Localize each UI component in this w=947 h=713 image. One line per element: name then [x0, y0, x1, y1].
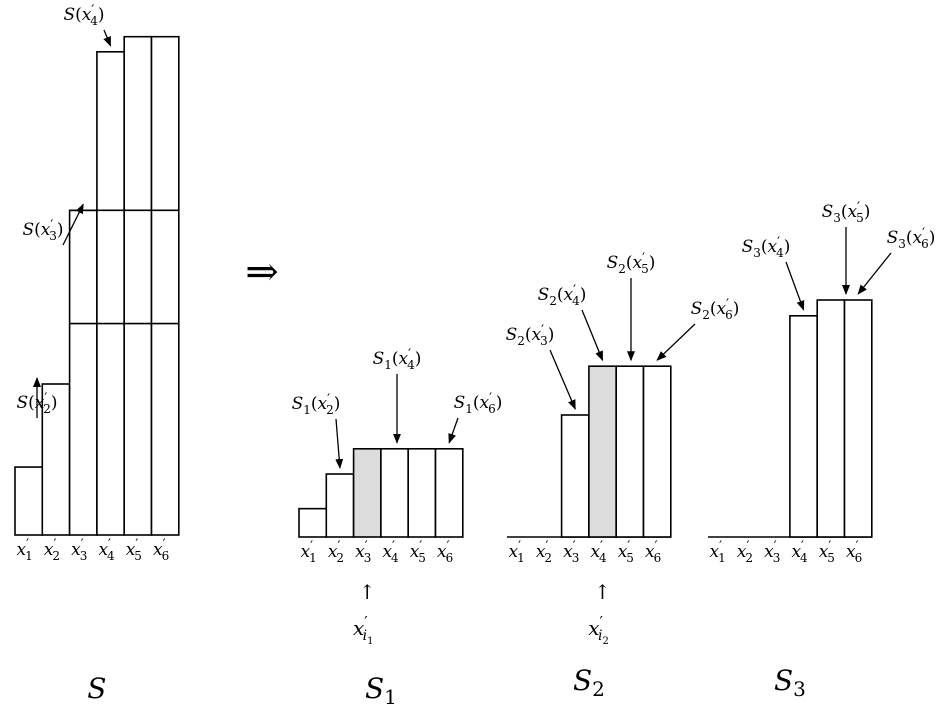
bar-S1-x1	[298, 507, 328, 538]
implies-arrow: ⇒	[245, 249, 279, 295]
bar-S-x2	[41, 383, 71, 536]
tick-label-S3-x5: x′ 5	[819, 539, 835, 565]
annotation-arrow-S-x3	[62, 203, 84, 246]
tick-label-S1-x6: x′ 6	[437, 539, 453, 565]
bar-S-x5	[123, 35, 153, 536]
caption-S: S	[87, 672, 106, 705]
annotation-arrow-S1-x6	[448, 417, 459, 444]
annotation-arrow-S-x4	[103, 29, 112, 47]
annotation-arrow-S3-x6	[857, 252, 892, 295]
bar-S3-x4	[789, 314, 819, 538]
bar-S2-x6	[642, 365, 672, 538]
tick-label-S-x6: x′ 6	[153, 537, 169, 563]
bar-S2-x3	[560, 414, 590, 538]
tick-label-S-x3: x′ 3	[71, 537, 87, 563]
tick-label-S1-x5: x′ 5	[410, 539, 426, 565]
annotation-S3-x6: S3(x′ 6)	[887, 226, 936, 251]
bar-S1-x6	[434, 447, 464, 538]
annotation-arrow-S1-x2	[335, 418, 344, 469]
caption-S1: S1	[365, 672, 397, 708]
bar-S-x3	[68, 209, 98, 536]
bar-S1-x3	[352, 447, 382, 538]
tick-label-S2-x3: x′ 3	[563, 539, 579, 565]
panel-S3: x′ 1 x′ 2 x′ 3 x′ 4 x′ 5 x′ 6 S3(x′ 4) S3(x′ 5) S3(x′ 6) S…	[708, 200, 935, 701]
tick-label-S1-x1: x′ 1	[301, 539, 317, 565]
annotation-S3-x4: S3(x′ 4)	[742, 235, 791, 260]
bar-S-x6	[150, 35, 180, 536]
tick-label-S2-x1: x′ 1	[509, 539, 525, 565]
annotation-arrow-S2-x6	[656, 323, 696, 361]
tick-label-S3-x2: x′ 2	[737, 539, 753, 565]
annotation-arrow-S3-x4	[785, 261, 805, 311]
annotation-S1-x4: S1(x′ 4)	[373, 347, 422, 372]
tick-label-S1-x2: x′ 2	[328, 539, 344, 565]
annotation-S-x2: S(x′ 2)	[16, 391, 57, 416]
tick-label-S1-x3: x′ 3	[355, 539, 371, 565]
tick-label-S-x4: x′ 4	[98, 537, 115, 563]
bar-S1-x4	[380, 447, 409, 538]
tick-label-S2-x2: x′ 2	[536, 539, 552, 565]
tick-label-S3-x3: x′ 3	[764, 539, 780, 565]
pointer-arrow-S2: ↑	[594, 580, 611, 604]
panel-S: x′ 1 x′ 2 x′ 3 x′ 4 x′ 5 x′ 6 S(x′ 2) S(x′ 3) S(x′ 4) S	[14, 3, 180, 705]
annotation-S-x4: S(x′ 4)	[63, 3, 104, 28]
annotation-S1-x2: S1(x′ 2)	[292, 392, 341, 417]
annotation-arrow-S2-x3	[549, 349, 576, 410]
annotation-S3-x5: S3(x′ 5)	[822, 200, 871, 225]
annotation-S1-x6: S1(x′ 6)	[454, 391, 503, 416]
pointer-label-S2: x′ i2	[588, 613, 609, 647]
bar-S2-x4	[588, 365, 618, 538]
bar-S2-x5	[615, 365, 645, 538]
bar-S1-x2	[325, 473, 355, 538]
pointer-arrow-S1: ↑	[359, 580, 376, 604]
tick-label-S3-x6: x′ 6	[846, 539, 862, 565]
bar-S-x4	[96, 50, 126, 536]
tick-label-S-x1: x′ 1	[17, 537, 33, 563]
tick-label-S2-x4: x′ 4	[590, 539, 607, 565]
pointer-label-S1: x′ i1	[353, 613, 374, 647]
annotation-S2-x5: S2(x′ 5)	[607, 251, 656, 276]
caption-S2: S2	[573, 664, 605, 701]
tick-label-S3-x1: x′ 1	[710, 539, 726, 565]
annotation-S2-x4: S2(x′ 4)	[538, 283, 587, 308]
annotation-S2-x6: S2(x′ 6)	[691, 297, 740, 322]
annotation-S2-x3: S2(x′ 3)	[506, 323, 555, 348]
tick-label-S3-x4: x′ 4	[791, 539, 808, 565]
tick-label-S2-x5: x′ 5	[618, 539, 634, 565]
tick-label-S-x2: x′ 2	[44, 537, 60, 563]
caption-S3: S3	[774, 664, 806, 701]
bar-S3-x5	[816, 299, 846, 538]
panel-S2: x′ 1 x′ 2 x′ 3 x′ 4 x′ 5 x′ 6 S2(x′ 3) S2(x′ 4) S2(x′ 5) S…	[506, 251, 740, 701]
panel-S1: x′ 1 x′ 2 x′ 3 x′ 4 x′ 5 x′ 6 S1(x′ 2) S1(x′ 4) S1(x′ 6) ↑…	[292, 347, 503, 709]
annotation-S-x3: S(x′ 3)	[22, 218, 63, 243]
bar-S1-x5	[407, 447, 437, 538]
tick-label-S2-x6: x′ 6	[645, 539, 661, 565]
annotation-arrow-S2-x4	[581, 309, 604, 362]
tick-label-S1-x4: x′ 4	[382, 539, 399, 565]
tick-label-S-x5: x′ 5	[126, 537, 142, 563]
bar-S-x1	[14, 466, 44, 536]
bar-S3-x6	[843, 299, 873, 538]
